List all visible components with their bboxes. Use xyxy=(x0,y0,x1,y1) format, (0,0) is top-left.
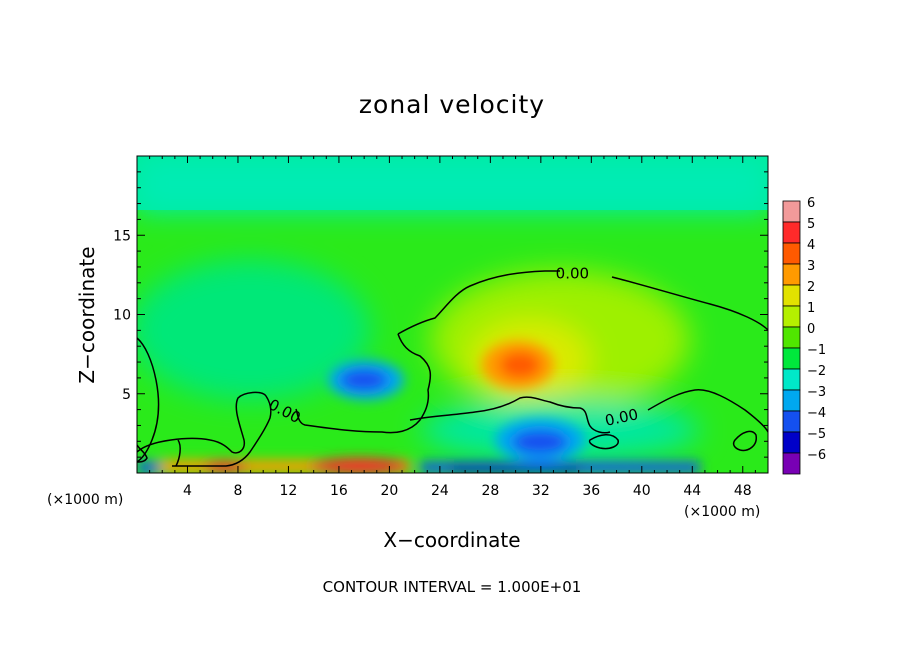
colorbar-label: 3 xyxy=(807,259,815,274)
contour-label: 0.00 xyxy=(556,264,589,282)
contour-interval-note: CONTOUR INTERVAL = 1.000E+01 xyxy=(323,578,582,596)
colorbar-label: 2 xyxy=(807,280,815,295)
x-tick-label: 8 xyxy=(233,483,242,499)
x-tick-label: 36 xyxy=(582,483,600,499)
contour-zero-lower xyxy=(409,389,768,434)
contour-zero-small-b xyxy=(732,430,757,452)
zero-contours xyxy=(137,270,768,467)
colorbar-label: −3 xyxy=(807,385,826,400)
surface-positive-max xyxy=(310,458,410,473)
colorbar-swatch xyxy=(782,263,801,286)
colorbar-label: −5 xyxy=(807,427,826,442)
colorbar-label: −2 xyxy=(807,364,826,379)
y-tick-label: 10 xyxy=(113,308,131,324)
x-tick-label: 4 xyxy=(183,483,192,499)
colorbar-label: 6 xyxy=(807,196,815,211)
x-tick-label: 20 xyxy=(380,483,398,499)
contour-zero-small-a xyxy=(588,434,619,450)
colorbar-swatch xyxy=(782,284,801,307)
x-tick-label: 44 xyxy=(683,483,701,499)
colorbar-label: 5 xyxy=(807,217,815,232)
colorbar-swatch xyxy=(782,431,801,454)
colorbar-label: 4 xyxy=(807,238,815,253)
colorbar-swatch xyxy=(782,221,801,244)
contour-zero-upper-return xyxy=(295,333,432,434)
x-tick-label: 12 xyxy=(280,483,298,499)
positive-core-center xyxy=(500,352,540,378)
contour-zero-small-d xyxy=(175,439,181,467)
x-tick-label: 48 xyxy=(734,483,752,499)
colorbar-label: −1 xyxy=(807,343,826,358)
x-tick-label: 32 xyxy=(532,483,550,499)
x-tick-label: 16 xyxy=(330,483,348,499)
colorbar: 6 5 4 3 2 1 0 −1 −2 −3 −4 −5 −6 xyxy=(782,196,826,475)
colorbar-label: 1 xyxy=(807,301,815,316)
colorbar-swatch xyxy=(782,326,801,349)
negative-core-upper-center xyxy=(340,369,388,391)
colorbar-label: 0 xyxy=(807,322,815,337)
contour-zero-small-c xyxy=(137,444,148,463)
y-tick-label: 5 xyxy=(122,387,131,403)
colorbar-label: −6 xyxy=(807,448,826,463)
upper-field xyxy=(137,156,768,211)
colorbar-swatch xyxy=(782,200,801,223)
colorbar-swatch xyxy=(782,305,801,328)
y-tick-label: 15 xyxy=(113,228,131,244)
contour-zero-west xyxy=(137,337,160,463)
x-unit-right: (×1000 m) xyxy=(684,504,760,520)
colorbar-swatch xyxy=(782,242,801,265)
colorbar-swatch xyxy=(782,452,801,475)
x-tick-label: 28 xyxy=(481,483,499,499)
colorbar-label: −4 xyxy=(807,406,826,421)
colorbar-swatch xyxy=(782,347,801,370)
x-unit-left: (×1000 m) xyxy=(47,492,123,508)
contour-zero-lowleft xyxy=(137,391,272,467)
x-axis-label: X−coordinate xyxy=(383,528,520,552)
x-tick-label: 40 xyxy=(633,483,651,499)
colorbar-swatch xyxy=(782,389,801,412)
contour-zero-upper xyxy=(397,270,768,335)
negative-core-lower-center xyxy=(512,430,568,454)
plot-area xyxy=(137,156,768,473)
x-tick-label: 24 xyxy=(431,483,449,499)
surface-negative-core xyxy=(450,466,580,473)
colorbar-swatch xyxy=(782,368,801,391)
field-cool-west xyxy=(137,260,370,400)
y-axis-label: Z−coordinate xyxy=(75,246,99,383)
colorbar-swatch xyxy=(782,410,801,433)
surface-west-edge xyxy=(137,462,159,473)
chart-title: zonal velocity xyxy=(359,90,545,119)
